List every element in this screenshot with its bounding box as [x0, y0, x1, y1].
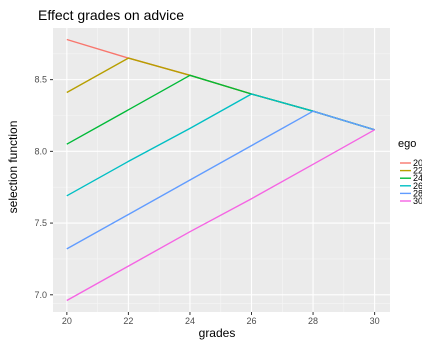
y-tick-label: 7.5 [34, 218, 47, 228]
y-axis-ticks: 7.0 7.5 8.0 8.5 [34, 75, 53, 300]
plot-panel [53, 28, 390, 312]
y-axis-title: selection function [6, 121, 20, 214]
chart-title: Effect grades on advice [38, 7, 184, 23]
y-tick-label: 7.0 [34, 290, 47, 300]
series-lines [66, 38, 375, 302]
series-line-ego-28 [66, 110, 375, 250]
legend-label-22: 22 [413, 166, 422, 176]
legend-label-24: 24 [413, 173, 422, 183]
y-tick-label: 8.5 [34, 75, 47, 85]
x-tick-label: 20 [62, 316, 72, 326]
legend-label-30: 30 [413, 196, 422, 206]
legend-label-26: 26 [413, 181, 422, 191]
x-tick-label: 30 [370, 316, 380, 326]
x-axis-ticks: 20 22 24 26 28 30 [62, 312, 380, 326]
legend-title: ego [398, 138, 416, 150]
x-tick-label: 24 [185, 316, 195, 326]
legend-label-20: 20 [413, 158, 422, 168]
minor-gridlines [53, 28, 390, 312]
x-axis-title: grades [199, 326, 236, 340]
major-gridlines [53, 28, 390, 312]
x-tick-label: 22 [123, 316, 133, 326]
x-tick-label: 26 [246, 316, 256, 326]
y-tick-label: 8.0 [34, 146, 47, 156]
series-line-ego-30 [66, 129, 375, 302]
x-tick-label: 28 [308, 316, 318, 326]
legend-label-28: 28 [413, 188, 422, 198]
